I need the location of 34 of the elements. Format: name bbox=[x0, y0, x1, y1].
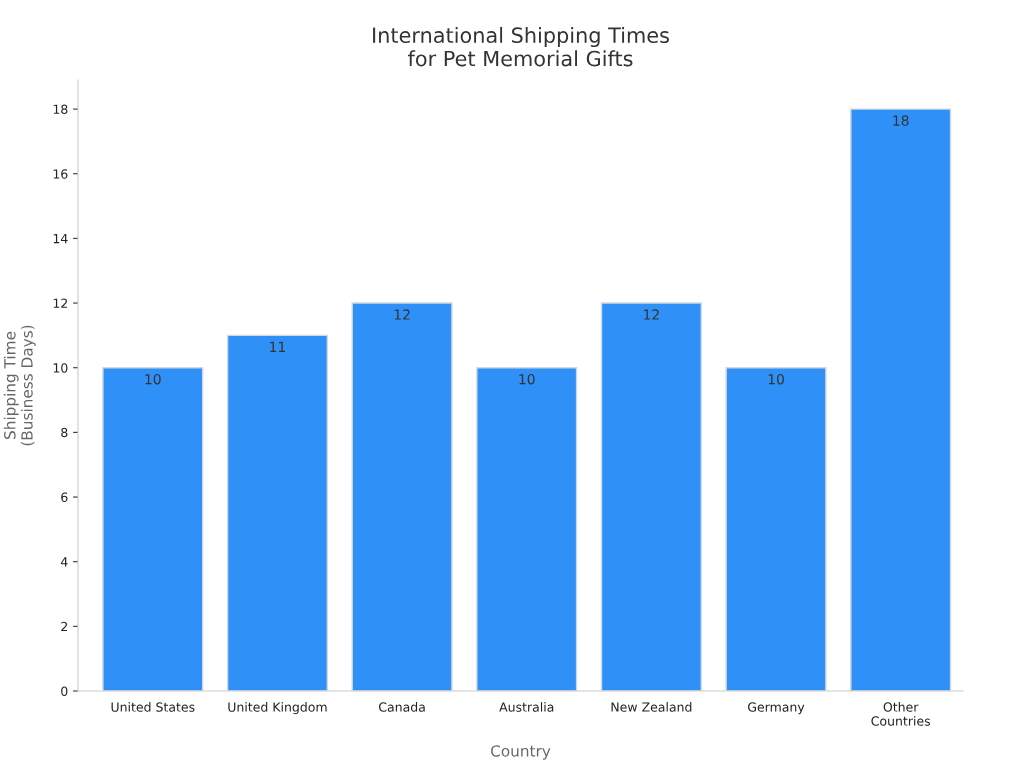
y-tick-label: 4 bbox=[60, 557, 68, 567]
x-tick-label: United Kingdom bbox=[228, 702, 327, 715]
y-tick-label: 12 bbox=[53, 298, 68, 308]
bar bbox=[102, 367, 204, 691]
y-tick-label: 18 bbox=[53, 104, 68, 115]
bar bbox=[600, 302, 702, 691]
data-label: 10 bbox=[145, 373, 161, 385]
data-label: 18 bbox=[893, 115, 909, 126]
x-tick-label: Canada bbox=[379, 702, 425, 712]
chart-title: International Shipping Times for Pet Memorial Gifts bbox=[373, 26, 669, 67]
data-label: 12 bbox=[644, 309, 659, 320]
data-label: 12 bbox=[394, 309, 410, 320]
x-tick-label: Germany bbox=[748, 702, 805, 715]
x-tick-label: Australia bbox=[499, 702, 554, 712]
data-label: 10 bbox=[519, 373, 535, 385]
x-axis-title: Country bbox=[491, 745, 551, 760]
bar bbox=[850, 108, 952, 691]
y-tick-label: 0 bbox=[61, 686, 68, 696]
y-tick-label: 14 bbox=[53, 234, 68, 244]
x-tick-label: United States bbox=[111, 702, 195, 712]
bar bbox=[351, 302, 453, 691]
y-tick-label: 6 bbox=[61, 492, 68, 502]
x-tick-label: New Zealand bbox=[611, 702, 692, 712]
bar bbox=[725, 367, 827, 691]
bar bbox=[476, 367, 578, 691]
x-tick-label: Other Countries bbox=[871, 702, 931, 726]
y-tick-label: 16 bbox=[53, 169, 68, 179]
y-tick-label: 8 bbox=[61, 427, 68, 438]
data-label: 10 bbox=[768, 373, 784, 385]
data-label: 11 bbox=[270, 341, 285, 352]
bar bbox=[226, 334, 328, 691]
y-tick-label: 10 bbox=[53, 363, 68, 373]
y-tick-label: 2 bbox=[61, 621, 68, 632]
y-axis-title: Shipping Time (Business Days) bbox=[3, 325, 36, 446]
